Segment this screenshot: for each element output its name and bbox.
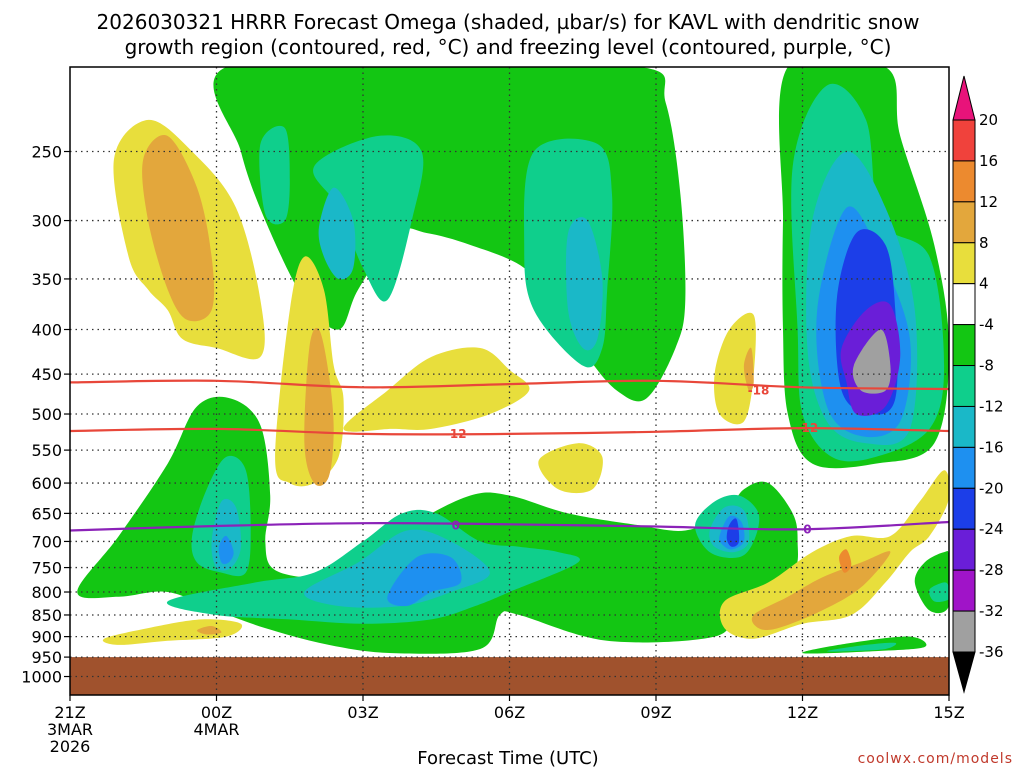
omega-region-39 [751, 551, 891, 631]
x-tick-label: 00Z [201, 703, 232, 722]
omega-region-35 [102, 619, 243, 645]
omega-shading [77, 67, 949, 654]
colorbar-swatch [952, 242, 976, 285]
omega-region-40 [196, 625, 222, 635]
grid-lines [70, 67, 949, 695]
y-tick-label: 350 [31, 270, 62, 289]
y-tick-label: 850 [31, 606, 62, 625]
y-tick-label: 650 [31, 504, 62, 523]
omega-region-33 [714, 312, 756, 425]
omega-region-28 [852, 329, 891, 394]
y-tick-label: 950 [31, 648, 62, 667]
colorbar-label: 20 [979, 111, 998, 129]
colorbar-swatch [952, 365, 976, 407]
x-tick-label: 06Z [494, 703, 525, 722]
colorbar-label: -24 [979, 520, 1004, 538]
colorbar-swatch [952, 610, 976, 653]
omega-region-36 [142, 135, 215, 322]
omega-region-22 [387, 553, 462, 607]
contour-label: -12 [445, 427, 467, 441]
x-axis-label: Forecast Time (UTC) [417, 748, 598, 768]
colorbar-label: -20 [979, 479, 1004, 497]
contour-label: 0 [803, 522, 811, 536]
omega-region-15 [318, 187, 356, 280]
omega-region-13 [826, 642, 897, 652]
chart-title-line2: growth region (contoured, red, °C) and f… [125, 35, 892, 59]
omega-region-7 [313, 135, 424, 302]
x-tick-label: 03Z [347, 703, 378, 722]
colorbar-swatch [952, 201, 976, 244]
colorbar-swatch [952, 160, 976, 203]
colorbar-swatch [952, 446, 976, 489]
colorbar-label: 4 [979, 275, 989, 293]
contour-labels: -18 -12 -12 0 0 [445, 384, 819, 537]
colorbar-label: -32 [979, 602, 1004, 620]
x-tick-label: 3MAR [47, 720, 93, 739]
omega-region-16 [565, 217, 603, 351]
colorbar-label: -8 [979, 357, 994, 375]
omega-region-26 [726, 518, 740, 547]
x-tick-label: 4MAR [193, 720, 239, 739]
colorbar-swatch [952, 119, 976, 162]
colorbar-label: -36 [979, 643, 1004, 661]
omega-region-34 [719, 470, 949, 639]
omega-region-41 [839, 549, 852, 573]
omega-region-31 [343, 347, 530, 432]
colorbar-label: -16 [979, 438, 1004, 456]
y-tick-label: 250 [31, 143, 62, 162]
contour-line--12 [70, 426, 949, 436]
omega-region-32 [538, 443, 603, 494]
colorbar-label: -28 [979, 561, 1004, 579]
colorbar-label: 12 [979, 193, 998, 211]
chart-title-line1: 2026030321 HRRR Forecast Omega (shaded, … [97, 10, 920, 34]
y-tick-label: 600 [31, 474, 62, 493]
y-tick-label: 450 [31, 365, 62, 384]
contour-line--18 [70, 379, 949, 391]
credit-text: coolwx.com/models [858, 751, 1013, 767]
omega-region-6 [259, 125, 290, 225]
y-tick-label: 900 [31, 628, 62, 647]
colorbar-swatch [952, 487, 976, 530]
temperature-contours [70, 379, 949, 532]
omega-region-38 [743, 347, 754, 392]
colorbar-label: 8 [979, 234, 989, 252]
colorbar-label: 16 [979, 152, 998, 170]
colorbar-bottom-arrow [952, 651, 976, 694]
contour-label: -18 [748, 384, 770, 398]
colorbar-label: -4 [979, 316, 994, 334]
colorbar-swatch [952, 283, 976, 326]
y-tick-label: 800 [31, 583, 62, 602]
omega-region-4 [802, 636, 927, 654]
colorbar-swatch [952, 324, 976, 367]
y-tick-label: 300 [31, 212, 62, 231]
contour-line-0 [70, 520, 949, 532]
colorbar-swatch [952, 405, 976, 448]
y-tick-label: 1000 [21, 668, 62, 687]
contour-label: 0 [452, 518, 460, 532]
x-tick-label: 21Z [54, 703, 85, 722]
y-tick-label: 500 [31, 405, 62, 424]
y-tick-label: 400 [31, 321, 62, 340]
y-tick-label: 750 [31, 559, 62, 578]
y-tick-label: 700 [31, 532, 62, 551]
colorbar-label: -12 [979, 397, 1004, 415]
y-tick-label: 550 [31, 441, 62, 460]
x-tick-label: 2026 [50, 737, 91, 756]
x-tick-label: 12Z [787, 703, 818, 722]
omega-region-18 [211, 498, 242, 571]
x-tick-label: 09Z [640, 703, 671, 722]
contour-label: -12 [797, 421, 819, 435]
x-tick-label: 15Z [933, 703, 964, 722]
omega-region-23 [218, 535, 234, 565]
colorbar-swatch [952, 569, 976, 612]
colorbar-top-arrow [952, 75, 976, 121]
colorbar: 20 16 12 8 4 -4 -8 -12 -16 -20 -24 -28 -32 -36 [952, 75, 1004, 694]
y-axis-ticks: 250 300 350 400 450 500 550 600 650 700 750 800 850 9… [21, 143, 70, 687]
omega-region-37 [304, 327, 334, 486]
colorbar-swatch [952, 528, 976, 571]
